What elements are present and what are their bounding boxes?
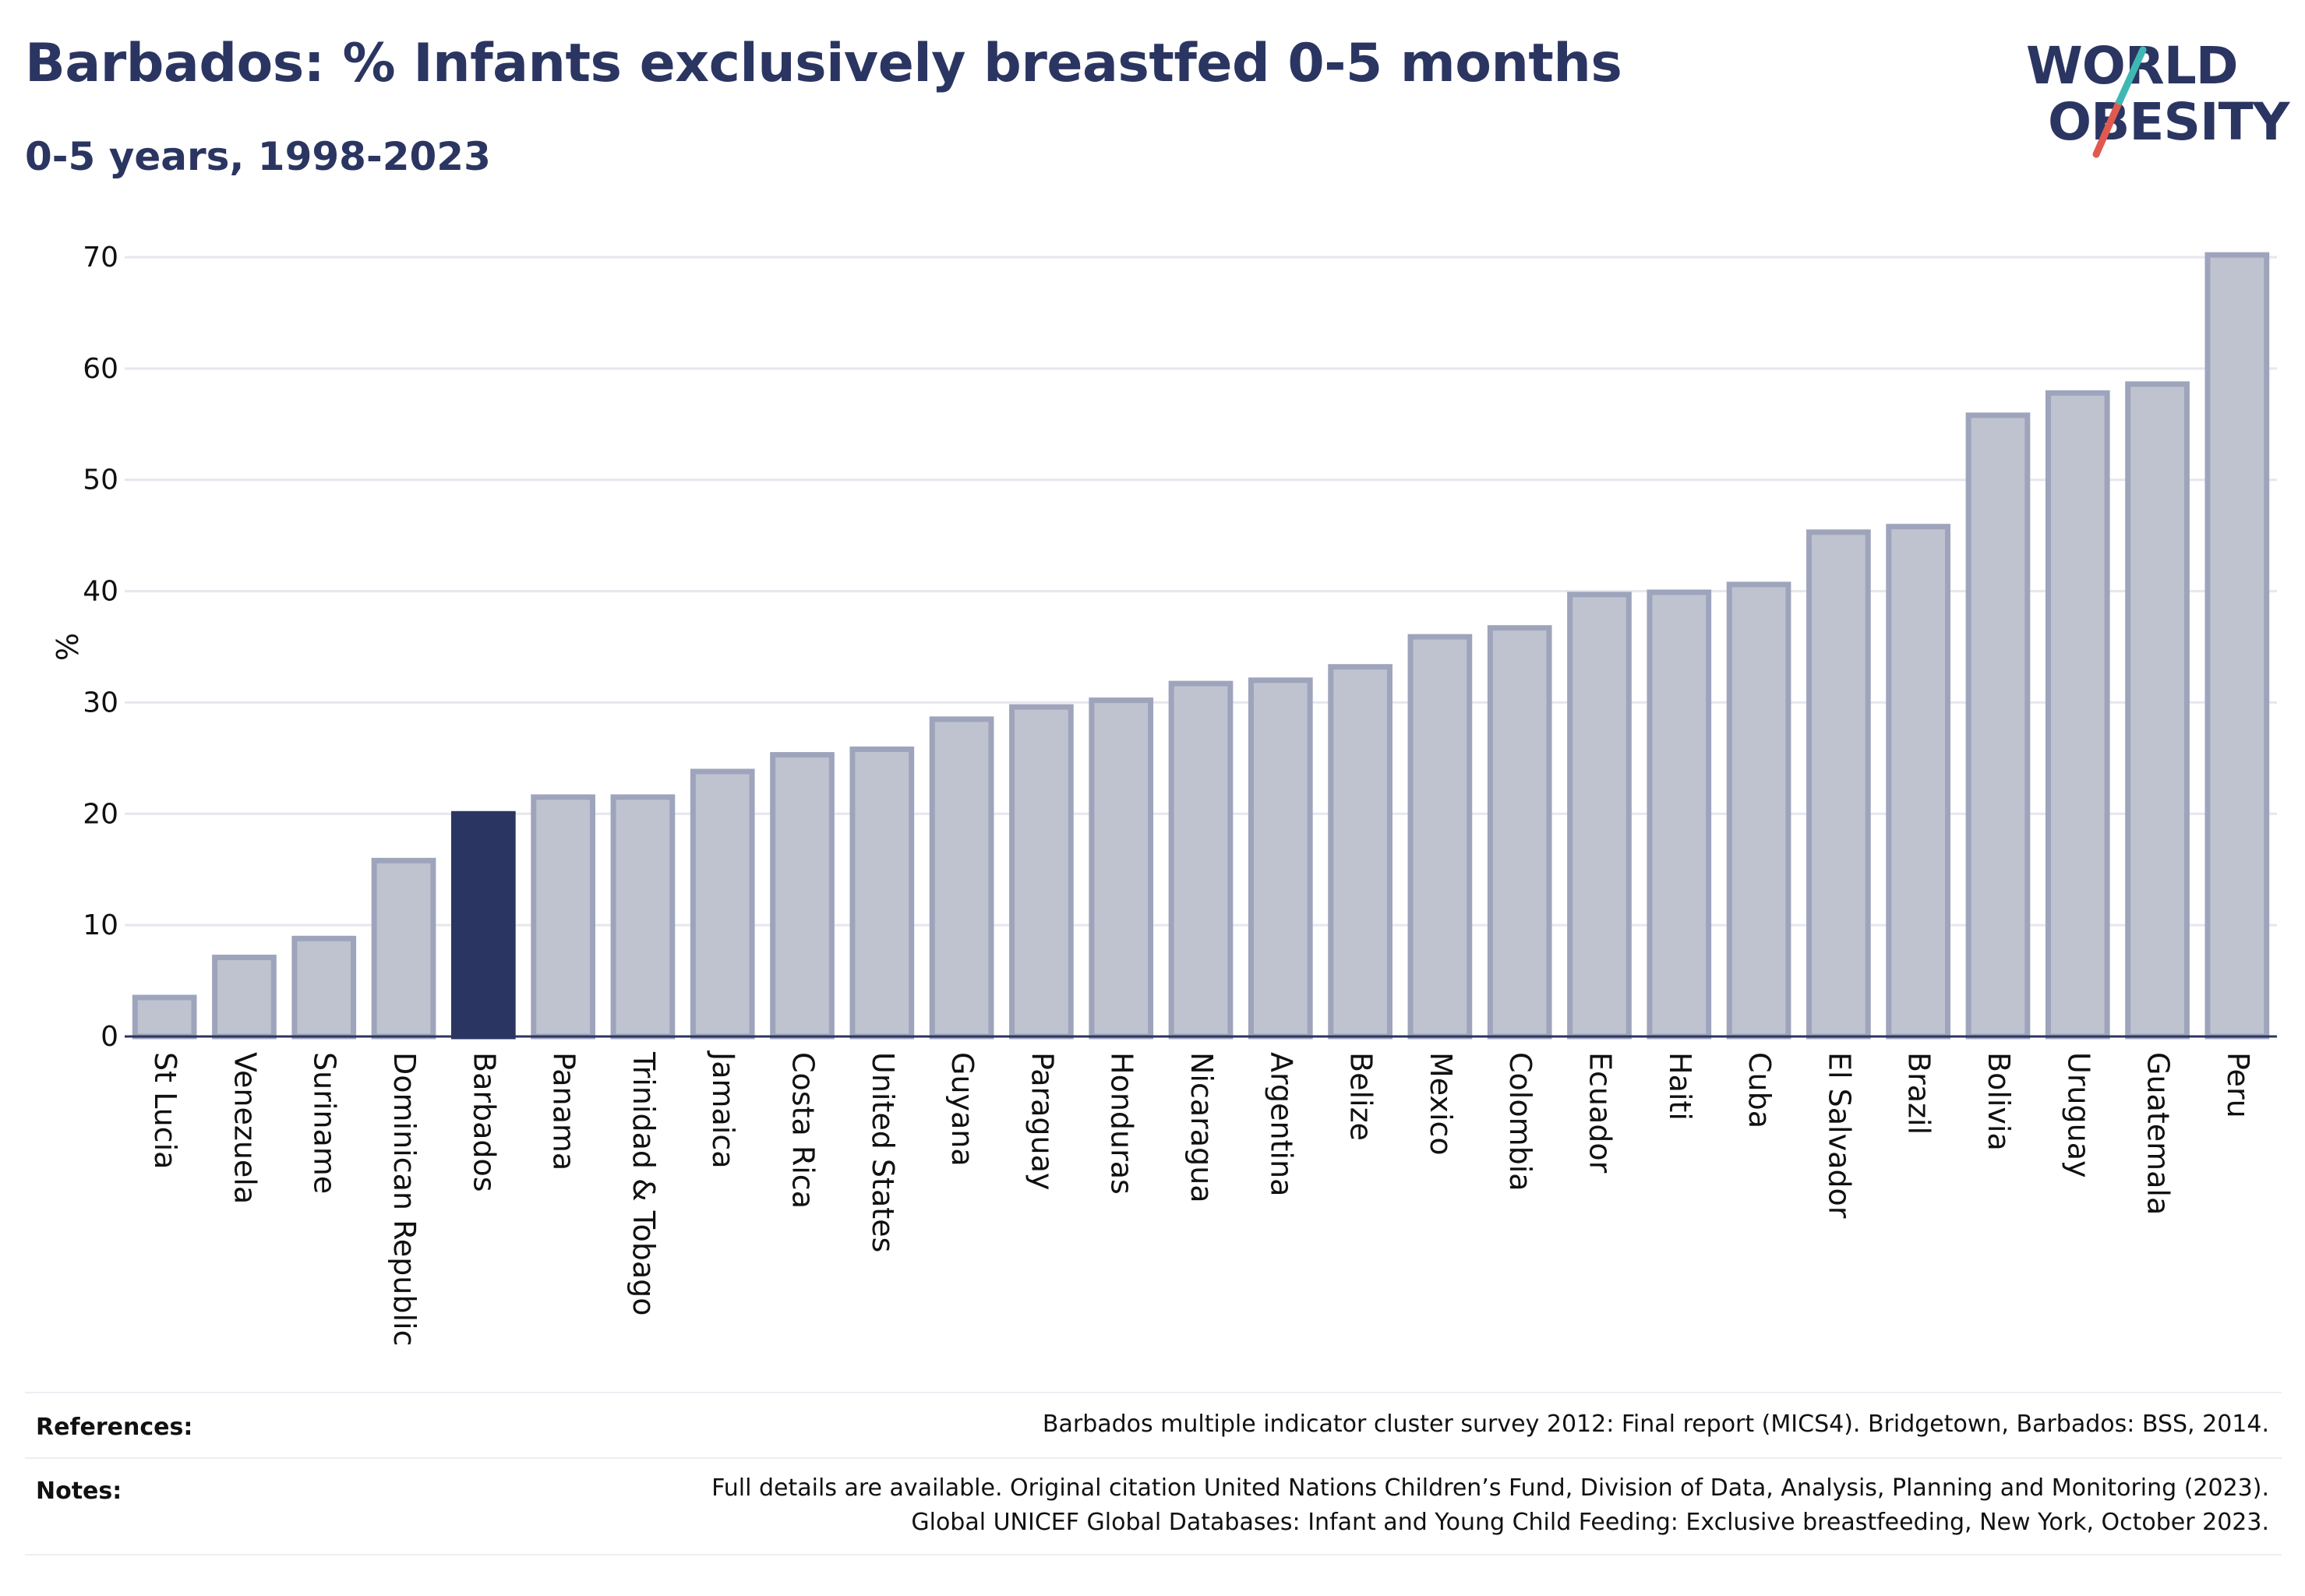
x-tick-label: Ecuador [1583, 1052, 1617, 1174]
x-tick-label: Guatemala [2141, 1052, 2176, 1215]
notes-row: Notes: Full details are available. Origi… [25, 1471, 2280, 1549]
bar-jamaica [690, 768, 755, 1040]
footer-divider-middle [25, 1457, 2282, 1459]
x-tick-label: El Salvador [1822, 1052, 1856, 1219]
x-tick-label: Trinidad & Tobago [627, 1051, 661, 1316]
y-tick-label: 70 [83, 242, 118, 274]
bar-colombia [1487, 625, 1552, 1040]
bar-cuba [1726, 581, 1791, 1040]
x-tick-label: Peru [2221, 1052, 2255, 1118]
x-tick-label: Nicaragua [1184, 1052, 1219, 1203]
x-tick-label: Panama [547, 1052, 581, 1171]
y-tick-label: 20 [83, 798, 118, 830]
x-tick-label: St Lucia [148, 1052, 182, 1169]
y-axis-label: % [49, 633, 83, 661]
references-label: References: [36, 1414, 193, 1441]
chart-title: Barbados: % Infants exclusively breastfe… [25, 33, 1622, 94]
y-tick-label: 40 [83, 576, 118, 608]
references-row: References: Barbados multiple indicator … [25, 1407, 2280, 1454]
bar-st-lucia [132, 994, 197, 1040]
footer-divider-bottom [25, 1554, 2282, 1555]
x-tick-label: Uruguay [2061, 1052, 2095, 1178]
notes-label: Notes: [36, 1478, 122, 1505]
bar-brazil [1886, 524, 1951, 1040]
x-tick-label: United States [866, 1052, 900, 1252]
x-tick-label: Bolivia [1982, 1052, 2016, 1151]
bar-ecuador [1567, 591, 1632, 1040]
x-tick-label: Cuba [1742, 1052, 1777, 1128]
x-tick-label: Jamaica [706, 1050, 740, 1169]
bar-paraguay [1009, 704, 1074, 1040]
bar-trinidad-tobago [610, 794, 676, 1040]
x-tick-label: Barbados [467, 1052, 501, 1192]
bar-guyana [929, 716, 994, 1040]
bar-nicaragua [1168, 680, 1234, 1040]
y-tick-label: 60 [83, 353, 118, 385]
y-tick-label: 0 [101, 1021, 118, 1053]
bar-honduras [1089, 697, 1154, 1040]
bar-guatemala [2125, 381, 2190, 1040]
x-tick-label: Argentina [1264, 1052, 1298, 1196]
bar-argentina [1248, 677, 1313, 1040]
bar-bolivia [1965, 412, 2031, 1040]
bar-united-states [849, 746, 915, 1040]
bar-mexico [1407, 634, 1473, 1040]
x-tick-label: Colombia [1503, 1052, 1537, 1192]
bar-el-salvador [1806, 529, 1871, 1040]
chart-subtitle: 0-5 years, 1998-2023 [25, 134, 491, 179]
x-tick-label: Paraguay [1025, 1052, 1059, 1190]
bar-dominican-republic [371, 857, 436, 1040]
y-tick-label: 30 [83, 687, 118, 719]
logo-line-2: OBESITY [2048, 92, 2289, 152]
bar-barbados [450, 810, 516, 1040]
x-tick-label: Haiti [1663, 1052, 1697, 1121]
notes-line-1: Full details are available. Original cit… [711, 1474, 2269, 1502]
bar-chart: 0 10 20 30 40 50 60 70% St Lucia Venezuela Surinam… [49, 242, 2277, 1346]
world-obesity-logo: WORLD OBESITY [2026, 23, 2289, 164]
bar-uruguay [2045, 390, 2110, 1040]
bar-venezuela [212, 955, 277, 1040]
y-tick-label: 50 [83, 464, 118, 496]
x-tick-label: Mexico [1424, 1052, 1458, 1156]
x-tick-label: Brazil [1902, 1052, 1936, 1135]
x-tick-label: Honduras [1105, 1052, 1139, 1195]
logo-slash-icon [2092, 46, 2147, 158]
x-tick-label: Guyana [945, 1052, 980, 1167]
y-tick-label: 10 [83, 909, 118, 941]
x-tick-label: Venezuela [228, 1052, 262, 1204]
bar-costa-rica [770, 752, 835, 1040]
bar-suriname [291, 935, 357, 1040]
references-text: Barbados multiple indicator cluster surv… [1042, 1411, 2269, 1438]
footer-divider-top [25, 1392, 2282, 1393]
x-tick-label: Dominican Republic [387, 1052, 422, 1346]
bar-panama [531, 794, 595, 1040]
bar-haiti [1647, 589, 1712, 1040]
notes-line-2: Global UNICEF Global Databases: Infant a… [911, 1509, 2269, 1536]
bar-peru [2204, 252, 2270, 1040]
x-tick-label: Belize [1344, 1052, 1378, 1141]
x-tick-label: Costa Rica [786, 1052, 821, 1209]
bar-belize [1328, 664, 1393, 1040]
x-tick-label: Suriname [308, 1052, 342, 1194]
